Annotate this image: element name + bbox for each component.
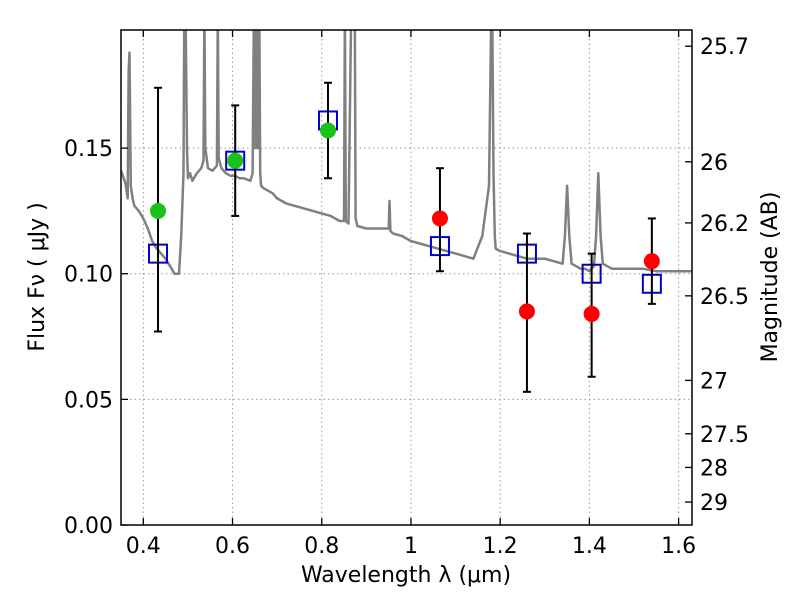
- y2-tick-label: 26.2: [700, 212, 749, 237]
- y2-tick-label: 26: [700, 151, 728, 176]
- y-tick-label: 0.05: [64, 388, 113, 413]
- green-data-point: [319, 122, 336, 139]
- grid: [121, 30, 692, 526]
- y2-tick-label: 29: [700, 491, 728, 516]
- red-data-point: [643, 253, 660, 270]
- observed-points-layer: [150, 122, 660, 322]
- x-tick-label: 0.8: [304, 534, 339, 559]
- y2-tick-label: 27: [700, 369, 728, 394]
- x-axis-label: Wavelength λ (μm): [301, 563, 511, 588]
- green-data-point: [227, 152, 244, 169]
- y-axis-label: Flux Fν ( μJy ): [25, 202, 50, 351]
- y2-axis-ticks: 25.7 26 26.2 26.5 27 27.5 28 29: [685, 35, 749, 516]
- x-axis-ticks: 0.4 0.6 0.8 1 1.2 1.4 1.6: [126, 30, 696, 559]
- green-data-point: [150, 202, 167, 219]
- red-data-point: [431, 210, 448, 227]
- y-tick-label: 0.10: [64, 263, 113, 288]
- y-tick-label: 0.15: [64, 137, 113, 162]
- model-spectrum-line: [121, 30, 692, 275]
- red-data-point: [583, 305, 600, 322]
- y2-axis-label: Magnitude (AB): [758, 192, 783, 363]
- plot-frame: [120, 29, 693, 526]
- y-axis-ticks: 0.00 0.05 0.10 0.15: [64, 137, 128, 539]
- x-tick-label: 0.6: [215, 534, 250, 559]
- red-data-point: [518, 303, 535, 320]
- y-tick-label: 0.00: [64, 514, 113, 539]
- x-tick-label: 1.4: [572, 534, 607, 559]
- spectrum-layer: [121, 30, 692, 275]
- x-tick-label: 1.6: [661, 534, 696, 559]
- y2-tick-label: 28: [700, 456, 728, 481]
- y2-tick-label: 26.5: [700, 285, 749, 310]
- model-photometry-layer: [148, 110, 662, 294]
- x-tick-label: 1.2: [483, 534, 518, 559]
- x-tick-label: 1: [404, 534, 418, 559]
- x-tick-label: 0.4: [126, 534, 161, 559]
- y2-tick-label: 27.5: [700, 423, 749, 448]
- y2-tick-label: 25.7: [700, 35, 749, 60]
